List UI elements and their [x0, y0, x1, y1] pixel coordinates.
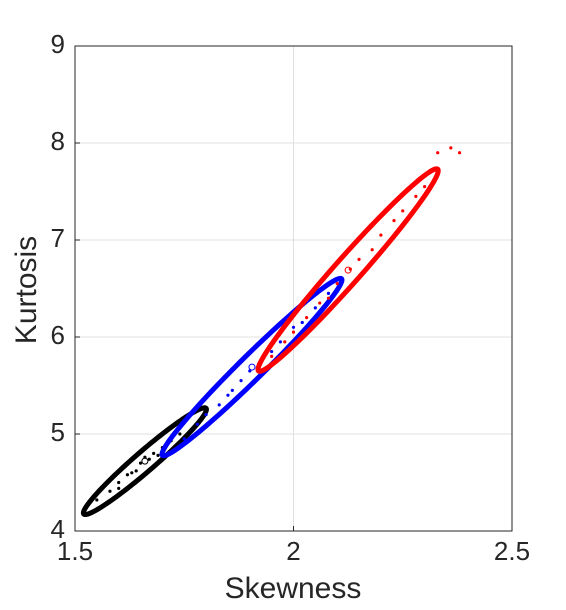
point [305, 316, 309, 320]
point [117, 486, 121, 490]
ellipse-center [344, 266, 352, 274]
y-tick-label: 5 [51, 417, 65, 447]
point [313, 306, 317, 310]
x-tick-label: 2 [286, 536, 300, 566]
ellipse-center [248, 363, 256, 371]
point [95, 498, 99, 502]
point [326, 291, 331, 295]
point [239, 379, 243, 383]
point [182, 437, 186, 441]
point [436, 151, 440, 155]
point [117, 480, 121, 485]
point [291, 325, 296, 329]
point [414, 194, 418, 198]
point [300, 320, 304, 325]
y-tick-label: 8 [51, 126, 65, 156]
ellipse [80, 405, 209, 518]
y-tick-label: 6 [51, 320, 65, 350]
point [108, 489, 112, 493]
point [147, 457, 151, 461]
point [392, 219, 396, 223]
point [457, 151, 462, 155]
point [130, 471, 134, 475]
y-axis-label: Kurtosis [10, 236, 43, 344]
point [230, 388, 234, 392]
point [318, 301, 322, 305]
y-tick-label: 4 [51, 514, 65, 544]
y-tick-label: 9 [51, 29, 65, 59]
point [401, 209, 405, 213]
point [195, 422, 199, 426]
point [226, 393, 230, 397]
point [370, 248, 374, 252]
point [379, 233, 383, 237]
point [423, 185, 427, 189]
x-tick-label: 2.5 [494, 536, 530, 566]
point [335, 282, 339, 286]
x-axis-label: Skewness [225, 572, 362, 605]
point [449, 146, 453, 150]
ellipse [255, 166, 441, 374]
point [283, 340, 287, 344]
point [204, 413, 208, 417]
point [134, 469, 138, 473]
point [270, 354, 274, 358]
point [156, 453, 160, 457]
x-tick-label: 1.5 [57, 536, 93, 566]
point [291, 330, 296, 334]
point [152, 451, 156, 455]
point [278, 340, 282, 344]
point [217, 403, 221, 407]
ellipse [159, 275, 345, 459]
point [326, 296, 331, 300]
point [138, 461, 143, 465]
point [357, 257, 361, 261]
point [125, 473, 130, 477]
ellipse-center [141, 457, 149, 465]
axes-box [74, 45, 513, 532]
point [178, 432, 182, 436]
y-tick-label: 7 [51, 223, 65, 253]
point [270, 349, 274, 354]
